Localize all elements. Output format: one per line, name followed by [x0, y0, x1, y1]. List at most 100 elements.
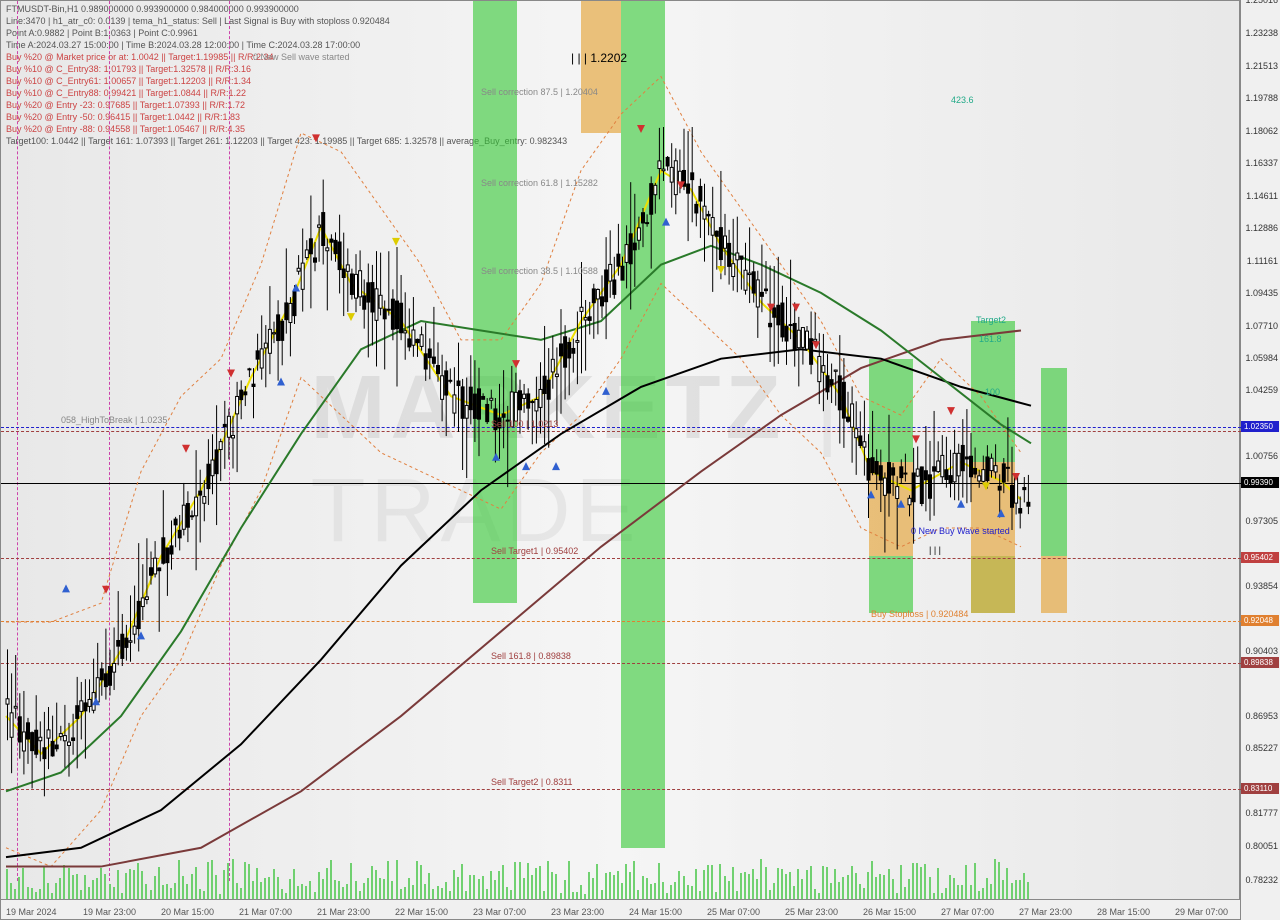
y-tick: 0.81777: [1245, 808, 1278, 818]
volume-bar: [359, 891, 361, 899]
volume-bar: [482, 876, 484, 899]
volume-bar: [777, 868, 779, 899]
target-zone: [1041, 368, 1067, 556]
volume-bar: [305, 886, 307, 899]
volume-bar: [125, 873, 127, 899]
volume-bar: [580, 885, 582, 899]
volume-bar: [756, 879, 758, 899]
volume-bar: [55, 883, 57, 899]
volume-bar: [248, 864, 250, 899]
volume-bar: [207, 862, 209, 899]
volume-bar: [47, 883, 49, 899]
y-tick: 1.12886: [1245, 223, 1278, 233]
volume-bar: [912, 863, 914, 899]
x-tick: 27 Mar 07:00: [941, 907, 994, 917]
volume-bar: [498, 871, 500, 899]
volume-bar: [851, 866, 853, 899]
x-tick: 22 Mar 15:00: [395, 907, 448, 917]
volume-bar: [555, 874, 557, 899]
volume-bar: [924, 864, 926, 899]
volume-bar: [1011, 883, 1013, 899]
volume-bar: [744, 872, 746, 899]
volume-bar: [461, 864, 463, 899]
x-tick: 20 Mar 15:00: [161, 907, 214, 917]
volume-bar: [88, 887, 90, 899]
volume-bar: [1027, 882, 1029, 899]
volume-bar: [63, 865, 65, 899]
volume-bar: [137, 863, 139, 899]
volume-bar: [1019, 880, 1021, 899]
volume-bar: [342, 887, 344, 899]
chart-annotation: 161.8: [979, 334, 1002, 344]
volume-bar: [113, 887, 115, 899]
volume-bar: [166, 884, 168, 899]
volume-bar: [797, 869, 799, 899]
volume-bar: [867, 872, 869, 899]
volume-bar: [432, 889, 434, 899]
volume-bar: [145, 884, 147, 899]
volume-bar: [765, 867, 767, 899]
volume-bar: [588, 872, 590, 899]
volume-bar: [506, 887, 508, 899]
volume-bar: [847, 875, 849, 899]
x-tick: 21 Mar 07:00: [239, 907, 292, 917]
chart-annotation: | | | 1.2202: [571, 51, 627, 65]
volume-bar: [974, 863, 976, 899]
volume-bar: [810, 866, 812, 899]
volume-bar: [96, 878, 98, 899]
y-tick: 0.93854: [1245, 581, 1278, 591]
volume-bar: [994, 859, 996, 899]
volume-bar: [576, 892, 578, 899]
volume-bar: [27, 887, 29, 899]
volume-bar: [888, 869, 890, 899]
volume-bar: [863, 888, 865, 900]
volume-bar: [428, 873, 430, 899]
volume-bar: [752, 869, 754, 899]
y-tick: 0.78232: [1245, 875, 1278, 885]
volume-bar: [1002, 880, 1004, 899]
volume-bar: [715, 892, 717, 899]
volume-bar: [937, 868, 939, 899]
volume-bar: [703, 870, 705, 899]
volume-bar: [613, 875, 615, 899]
volume-bar: [916, 863, 918, 899]
volume-bar: [31, 888, 33, 899]
price-tag: 0.89838: [1241, 657, 1279, 668]
x-tick: 19 Mar 2024: [6, 907, 57, 917]
volume-bar: [473, 875, 475, 899]
volume-bar: [785, 874, 787, 899]
volume-bar: [879, 874, 881, 899]
volume-bar: [453, 870, 455, 899]
volume-bar: [449, 891, 451, 899]
volume-bar: [814, 889, 816, 899]
price-line: [1, 431, 1241, 432]
x-tick: 23 Mar 23:00: [551, 907, 604, 917]
volume-bar: [855, 873, 857, 899]
volume-bar: [379, 878, 381, 899]
price-line-label: Sell Target1 | 0.95402: [491, 546, 578, 556]
x-axis: 19 Mar 2024 19 Mar 23:00 20 Mar 15:00 21 Ma…: [1, 899, 1241, 919]
volume-bar: [326, 868, 328, 899]
x-tick: 19 Mar 23:00: [83, 907, 136, 917]
y-tick: 1.00756: [1245, 451, 1278, 461]
volume-bar: [650, 884, 652, 899]
volume-bar: [133, 870, 135, 899]
volume-bar: [195, 867, 197, 899]
y-tick: 1.11161: [1247, 256, 1278, 266]
time-marker: [109, 1, 110, 881]
volume-bar: [621, 883, 623, 899]
volume-bar: [92, 880, 94, 899]
chart-area[interactable]: MARKETZ | TRADE FTMUSDT-Bin,H1 0.9890000…: [0, 0, 1240, 920]
y-tick: 0.80051: [1245, 841, 1278, 851]
y-tick: 1.09435: [1245, 288, 1278, 298]
volume-bar: [904, 887, 906, 899]
volume-bar: [314, 892, 316, 899]
volume-bar: [707, 865, 709, 899]
volume-bar: [908, 879, 910, 899]
volume-bar: [59, 878, 61, 900]
volume-bar: [683, 876, 685, 899]
volume-bar: [793, 886, 795, 899]
volume-bar: [264, 878, 266, 899]
volume-bar: [687, 885, 689, 899]
volume-bar: [494, 880, 496, 899]
